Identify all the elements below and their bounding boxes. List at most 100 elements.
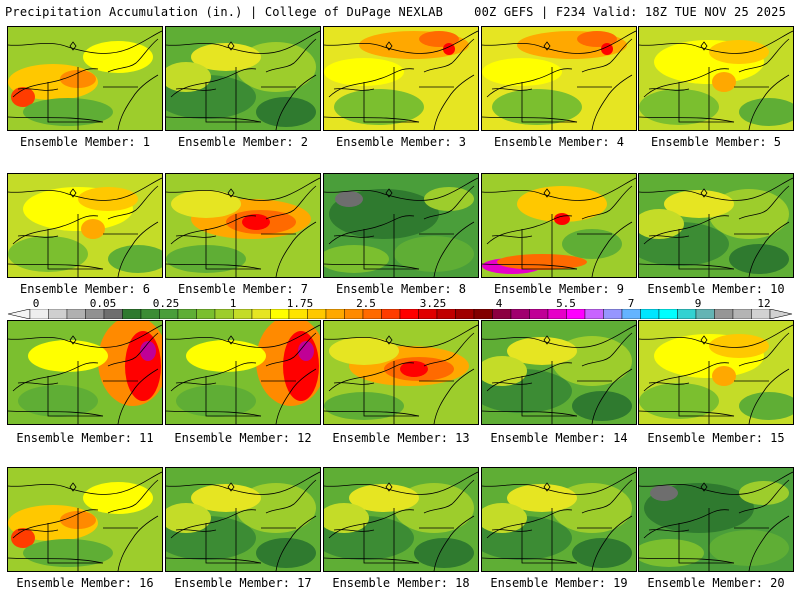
colorbar-tick-label: 1	[229, 297, 237, 310]
geographic-boundary	[643, 68, 730, 98]
ensemble-member-map	[323, 26, 479, 131]
precipitation-field	[324, 321, 478, 424]
geographic-boundary	[8, 116, 104, 123]
geographic-boundary	[678, 82, 734, 123]
station-marker-icon	[543, 41, 551, 51]
geographic-boundary	[166, 30, 320, 54]
colorbar-swatch	[288, 309, 308, 319]
geographic-boundary	[639, 557, 735, 564]
geographic-boundary	[482, 177, 636, 201]
colorbar-swatch	[399, 309, 419, 319]
geographic-boundary	[482, 410, 578, 417]
geographic-boundary	[12, 362, 99, 392]
geographic-boundary	[166, 324, 320, 348]
geographic-boundary	[333, 529, 375, 532]
geographic-boundary	[433, 515, 475, 571]
colorbar-swatch	[233, 309, 253, 319]
colorbar-swatch	[584, 309, 604, 319]
geographic-boundary	[8, 30, 162, 54]
geographic-boundary	[482, 557, 578, 564]
colorbar-swatch	[436, 309, 456, 319]
geographic-boundary	[17, 235, 59, 238]
geographic-boundary	[8, 471, 162, 495]
geographic-boundary	[107, 479, 159, 514]
geographic-boundary	[482, 263, 578, 270]
geographic-boundary	[333, 235, 375, 238]
geographic-boundary	[639, 324, 793, 348]
geographic-boundary	[643, 509, 730, 539]
geographic-boundary	[639, 177, 793, 201]
colorbar-tick-label: 7	[627, 297, 635, 310]
colorbar-swatch	[381, 309, 401, 319]
geographic-boundary	[107, 185, 159, 220]
precipitation-field	[166, 174, 320, 277]
geographic-boundary	[205, 82, 261, 123]
precipitation-field	[639, 174, 793, 277]
geographic-boundary	[491, 235, 533, 238]
colorbar-swatch	[344, 309, 364, 319]
ensemble-member-label: Ensemble Member: 13	[332, 431, 470, 445]
geographic-boundary	[17, 88, 59, 91]
geographic-boundary	[107, 332, 159, 367]
geographic-boundary	[170, 509, 257, 539]
precipitation-field	[324, 174, 478, 277]
geographic-boundary	[324, 557, 420, 564]
colorbar-labels: 0 0.05 0.25 1 1.75 2.5 3.25 4 5.5 7 9 12	[0, 297, 800, 310]
ensemble-member-map	[323, 173, 479, 278]
geographic-boundary	[328, 362, 415, 392]
geographic-boundary	[107, 38, 159, 73]
geographic-boundary	[8, 410, 104, 417]
geographic-boundary	[117, 221, 159, 277]
geographic-boundary	[8, 324, 162, 348]
colorbar-swatch	[714, 309, 734, 319]
geographic-boundary	[491, 382, 533, 385]
geographic-boundary	[166, 471, 320, 495]
precipitation-colorbar	[7, 309, 793, 319]
geographic-boundary	[12, 215, 99, 245]
colorbar-swatch	[566, 309, 586, 319]
geographic-boundary	[639, 116, 735, 123]
geographic-boundary	[648, 529, 690, 532]
colorbar-tick-label: 3.25	[419, 297, 447, 310]
geographic-boundary	[205, 376, 261, 417]
geographic-boundary	[482, 30, 636, 54]
geographic-boundary	[170, 362, 257, 392]
geographic-boundary	[275, 74, 317, 130]
geographic-boundary	[581, 185, 633, 220]
precipitation-field	[324, 468, 478, 571]
geographic-boundary	[175, 382, 217, 385]
precipitation-field	[482, 321, 636, 424]
colorbar-swatch	[140, 309, 160, 319]
colorbar-swatch	[66, 309, 86, 319]
geographic-boundary	[47, 523, 103, 564]
geographic-boundary	[8, 177, 162, 201]
geographic-boundary	[333, 382, 375, 385]
geographic-boundary	[117, 368, 159, 424]
precipitation-field	[166, 27, 320, 130]
geographic-boundary	[265, 479, 317, 514]
geographic-boundary	[678, 229, 734, 270]
colorbar-swatch	[621, 309, 641, 319]
colorbar-tick-label: 0.05	[89, 297, 117, 310]
ensemble-member-label: Ensemble Member: 8	[335, 282, 467, 296]
colorbar-swatch	[547, 309, 567, 319]
ensemble-member-map	[638, 467, 794, 572]
colorbar-swatch	[29, 309, 49, 319]
geographic-boundary	[324, 116, 420, 123]
geographic-boundary	[166, 410, 262, 417]
geographic-boundary	[639, 263, 735, 270]
geographic-boundary	[328, 215, 415, 245]
precipitation-field	[639, 321, 793, 424]
geographic-boundary	[17, 529, 59, 532]
geographic-boundary	[324, 30, 478, 54]
ensemble-member-map	[165, 26, 321, 131]
geographic-boundary	[748, 221, 790, 277]
geographic-boundary	[47, 229, 103, 270]
geographic-boundary	[423, 185, 475, 220]
ensemble-member-label: Ensemble Member: 14	[490, 431, 628, 445]
geographic-boundary	[482, 324, 636, 348]
colorbar-tick-label: 4	[495, 297, 503, 310]
geographic-boundary	[175, 529, 217, 532]
geographic-boundary	[591, 221, 633, 277]
ensemble-member-map	[481, 26, 637, 131]
